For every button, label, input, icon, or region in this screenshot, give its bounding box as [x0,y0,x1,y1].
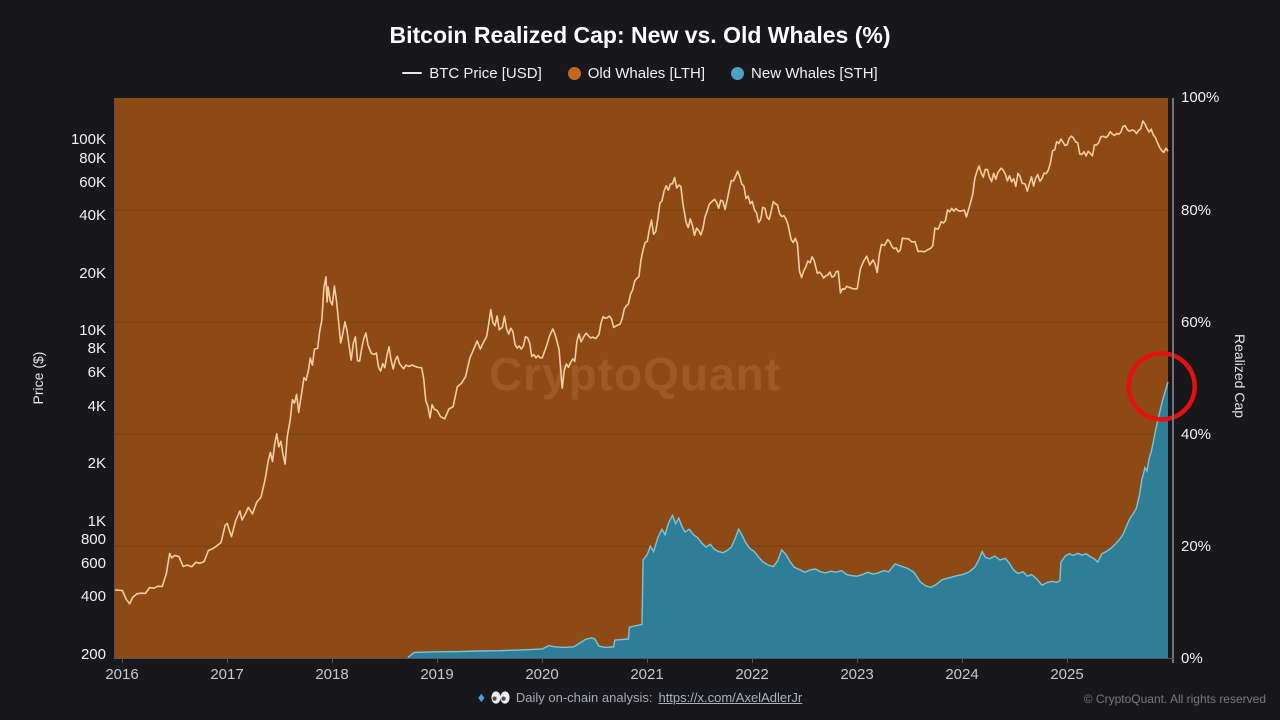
new-whales-area [407,381,1168,658]
price-tick-label: 40K [79,207,106,224]
highlight-circle-annotation [1126,351,1197,422]
year-tick-label: 2019 [420,666,454,683]
year-tick-label: 2017 [210,666,244,683]
legend-label-new-whales: New Whales [STH] [751,64,878,82]
btc-price-line [114,120,1169,605]
year-tick-mark [122,659,123,663]
eyes-icon [491,690,510,704]
price-tick-label: 600 [80,555,106,572]
line-swatch-icon [402,71,423,75]
price-tick-label: 100K [70,131,106,148]
realized-cap-tick-label: 80% [1181,202,1212,219]
realized-cap-tick-label: 20% [1181,538,1212,555]
year-tick-mark [437,659,438,663]
year-tick-mark [752,659,753,663]
price-tick-label: 6K [87,364,106,381]
price-tick-label: 800 [80,531,106,548]
footer: ♦ Daily on-chain analysis: https://x.com… [0,689,1280,705]
year-tick-label: 2021 [630,666,664,683]
year-tick-mark [332,659,333,663]
year-tick-mark [857,659,858,663]
realized-cap-tick-label: 0% [1181,650,1203,667]
legend-item-old-whales[interactable]: Old Whales [LTH] [567,64,706,82]
realized-cap-tick-label: 40% [1181,426,1212,443]
legend-label-old-whales: Old Whales [LTH] [587,64,706,82]
dot-swatch-icon [567,66,581,80]
price-axis-ticks: 100K 80K 60K 40K 20K 10K 8K 6K 4K 2K 1K 800 600 400 20… [0,98,106,663]
copyright-text: © CryptoQuant. All rights reserved [1083,692,1266,706]
price-tick-label: 20K [79,265,106,282]
year-tick-mark [962,659,963,663]
legend-label-btc-price: BTC Price [USD] [429,64,542,82]
year-tick-mark [227,659,228,663]
price-tick-label: 10K [79,322,106,339]
year-tick-mark [1067,659,1068,663]
legend: BTC Price [USD] Old Whales [LTH] New Wha… [0,62,1280,84]
year-tick-label: 2016 [105,666,139,683]
year-tick-label: 2023 [840,666,874,683]
price-tick-label: 8K [87,340,106,357]
left-axis-spine [114,98,115,658]
realized-cap-tick-label: 100% [1181,89,1220,106]
price-tick-label: 1K [87,513,106,530]
year-tick-label: 2025 [1050,666,1084,683]
time-axis-ticks: 2016 2017 2018 2019 2020 2021 2022 2023 2024 2025 [105,666,1168,686]
gem-icon: ♦ [477,689,485,705]
price-tick-label: 60K [79,174,106,191]
price-tick-label: 200 [80,646,106,663]
bottom-axis-spine [114,658,1174,659]
year-tick-label: 2022 [735,666,769,683]
year-tick-label: 2018 [315,666,349,683]
realized-cap-tick-label: 60% [1181,314,1212,331]
new-whales-edge-line [407,381,1169,658]
year-tick-mark [542,659,543,663]
year-tick-label: 2020 [525,666,559,683]
dot-swatch-icon [731,66,745,80]
footer-link[interactable]: https://x.com/AxelAdlerJr [658,689,803,705]
year-tick-mark [647,659,648,663]
price-tick-label: 4K [87,398,106,415]
chart-title: Bitcoin Realized Cap: New vs. Old Whales… [389,22,891,48]
legend-item-new-whales[interactable]: New Whales [STH] [731,65,878,82]
realized-cap-axis-ticks: 0% 20% 40% 60% 80% 100% [1181,89,1251,667]
price-tick-label: 2K [87,455,106,472]
year-tick-label: 2024 [945,666,979,683]
price-tick-label: 400 [80,588,106,605]
right-axis-spine [1172,98,1174,663]
plot-area[interactable]: CryptoQuant [114,98,1197,658]
footer-text: Daily on-chain analysis: [515,689,653,705]
price-tick-label: 80K [79,150,106,167]
legend-item-btc-price[interactable]: BTC Price [USD] [402,65,542,82]
